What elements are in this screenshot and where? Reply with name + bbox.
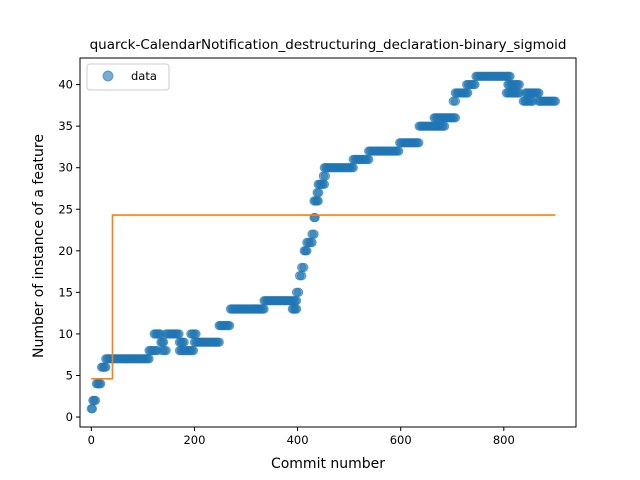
data-point [161, 345, 171, 356]
legend-marker-data [102, 70, 114, 82]
y-tick-label: 10 [58, 327, 73, 341]
data-point [348, 163, 358, 173]
data-point [450, 113, 461, 123]
plot-area [79, 57, 577, 428]
plot-frame [79, 57, 577, 428]
data-point [302, 246, 312, 256]
data-point [259, 304, 269, 314]
data-point [414, 138, 424, 148]
fit-line [91, 214, 556, 380]
x-tick-label: 200 [183, 433, 205, 447]
data-point [514, 79, 524, 90]
data-point [299, 262, 309, 273]
y-tick-label: 5 [66, 368, 73, 382]
y-axis: 0 5 10 15 20 25 30 35 40 [58, 78, 80, 424]
x-axis: 0 200 400 600 800 [88, 427, 515, 447]
y-tick-label: 15 [58, 285, 73, 299]
y-tick-label: 20 [58, 244, 73, 258]
data-point [393, 146, 404, 156]
x-tick-label: 600 [390, 433, 412, 447]
data-point [224, 320, 235, 331]
data-point [90, 395, 101, 406]
y-tick-label: 30 [58, 161, 73, 175]
data-point [309, 229, 319, 239]
y-tick-label: 0 [66, 410, 73, 424]
data-point [191, 329, 201, 339]
data-point [174, 329, 184, 339]
x-tick-label: 400 [287, 433, 309, 447]
data-point [179, 337, 189, 347]
x-axis-label: Commit number [271, 456, 385, 472]
data-point [463, 88, 473, 98]
data-point [470, 79, 480, 90]
data-point [291, 295, 302, 306]
legend: data [86, 63, 170, 91]
data-point [550, 96, 561, 106]
data-point [319, 179, 330, 190]
chart-title: quarck-CalendarNotification_destructurin… [90, 37, 567, 53]
data-point [364, 154, 374, 165]
data-point [101, 362, 111, 372]
data-point [320, 171, 331, 181]
data-point [297, 271, 307, 281]
data-point [450, 96, 461, 106]
data-point [95, 379, 106, 389]
legend-label-data: data [131, 69, 157, 83]
data-point [291, 304, 302, 314]
data-point [505, 71, 515, 81]
data-point [534, 88, 544, 98]
data-point [87, 404, 98, 414]
y-tick-label: 40 [58, 78, 73, 92]
data-point [313, 196, 323, 206]
data-point [214, 337, 224, 347]
data-point [188, 345, 199, 356]
data-series [86, 71, 561, 414]
data-point [293, 287, 304, 298]
y-axis-label: Number of instance of a feature [31, 134, 47, 358]
data-point [144, 354, 154, 364]
legend-box [86, 63, 170, 91]
x-tick-label: 0 [88, 433, 95, 447]
y-tick-label: 35 [58, 119, 73, 133]
x-tick-label: 800 [493, 433, 515, 447]
y-tick-label: 25 [58, 202, 73, 216]
data-point [307, 237, 317, 248]
data-point [158, 337, 169, 347]
data-point [314, 187, 324, 198]
data-point [439, 121, 450, 131]
